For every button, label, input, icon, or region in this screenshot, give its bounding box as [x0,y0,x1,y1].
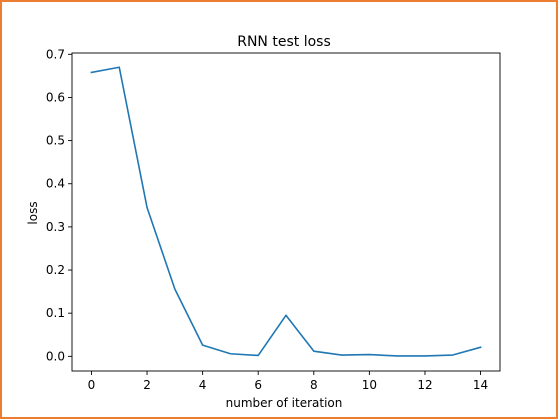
x-tick-label: 4 [199,378,207,392]
chart-title: RNN test loss [237,34,331,50]
x-tick-label: 14 [473,378,488,392]
y-tick-label: 0.5 [46,134,65,148]
y-tick-label: 0.2 [46,263,65,277]
y-tick-label: 0.3 [46,220,65,234]
series-line-0 [90,66,482,357]
x-tick-label: 8 [310,378,318,392]
y-tick-label: 0.0 [46,349,65,363]
x-axis-label: number of iteration [226,396,343,410]
plot-area: 0 2 4 6 8 10 12 14 0.0 0.1 0.2 0.3 0.4 0.5 0.6 0.7 [46,47,501,392]
x-tick-label: 6 [254,378,262,392]
y-axis-label: loss [26,201,40,224]
x-tick-label: 10 [362,378,377,392]
y-tick-label: 0.4 [46,177,65,191]
x-tick-label: 2 [143,378,151,392]
x-tick-label: 0 [88,378,96,392]
y-tick-label: 0.6 [46,90,65,104]
y-tick-label: 0.7 [46,47,65,61]
x-tick-label: 12 [417,378,432,392]
y-tick-label: 0.1 [46,306,65,320]
plot-frame [71,52,501,372]
